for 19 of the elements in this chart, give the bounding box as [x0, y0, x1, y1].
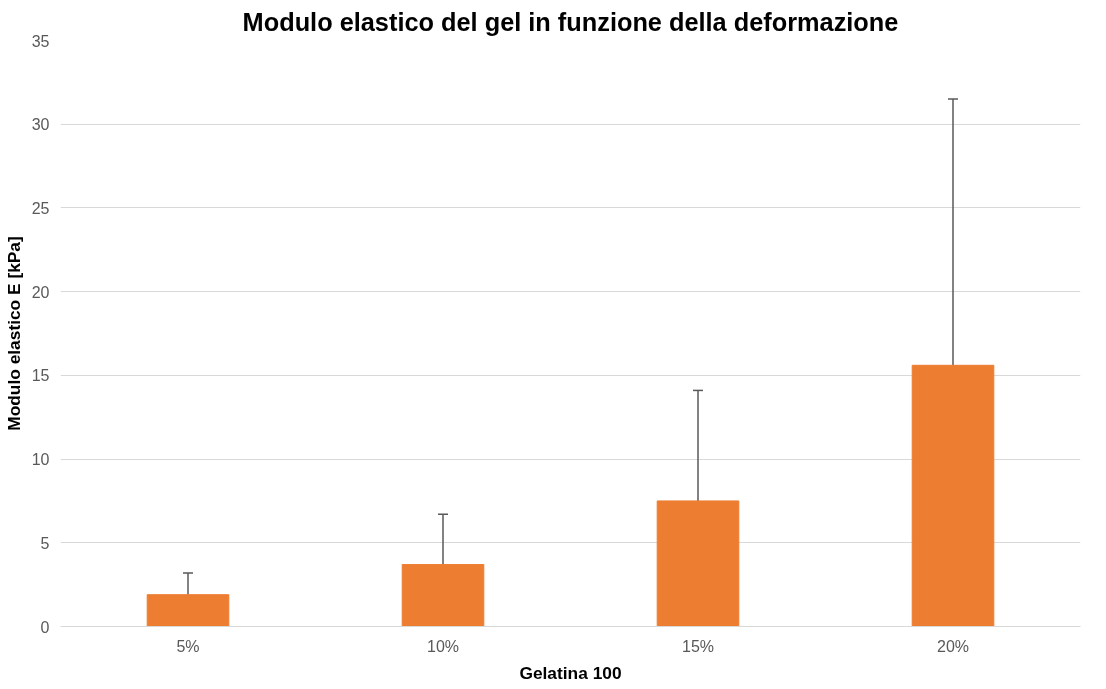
x-axis-title: Gelatina 100 [519, 662, 622, 683]
y-tick-label: 35 [31, 32, 50, 50]
bar [401, 564, 485, 627]
y-tick-label: 0 [40, 618, 50, 636]
y-axis-title: Modulo elastico E [kPa] [3, 236, 24, 431]
bar [146, 594, 230, 627]
y-tick-label: 25 [31, 199, 50, 217]
y-tick-label: 15 [31, 367, 50, 385]
bar [656, 500, 740, 627]
x-tick-label: 15% [681, 637, 715, 655]
bar [911, 364, 995, 627]
x-tick-label: 10% [426, 637, 460, 655]
x-tick-label: 5% [176, 637, 200, 655]
chart-title: Modulo elastico del gel in funzione della deformazione [242, 7, 899, 36]
y-tick-label: 20 [31, 283, 50, 301]
x-tick-label: 20% [936, 637, 970, 655]
y-tick-label: 5 [40, 534, 50, 552]
y-tick-label: 30 [31, 116, 50, 134]
y-tick-label: 10 [31, 451, 50, 469]
